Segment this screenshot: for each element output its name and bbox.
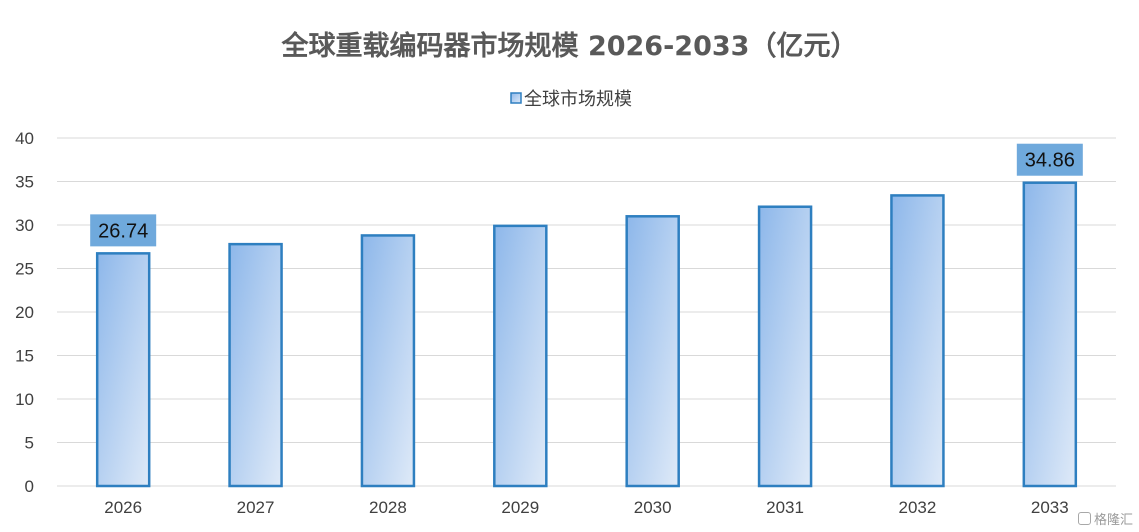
legend-swatch bbox=[510, 92, 522, 104]
watermark-text: 格隆汇 bbox=[1093, 513, 1133, 528]
data-label-box bbox=[90, 214, 157, 247]
x-tick-label: 2028 bbox=[369, 498, 407, 517]
y-tick-label: 20 bbox=[15, 303, 34, 322]
x-tick-label: 2029 bbox=[501, 498, 539, 517]
x-tick-label: 2031 bbox=[766, 498, 804, 517]
y-tick-label: 30 bbox=[15, 216, 34, 235]
y-tick-label: 0 bbox=[25, 477, 34, 496]
legend-label: 全球市场规模 bbox=[524, 89, 632, 110]
data-label-box bbox=[1016, 143, 1083, 176]
x-tick-label: 2026 bbox=[104, 498, 142, 517]
watermark: 格隆汇 bbox=[1077, 509, 1133, 528]
chart-title: 全球重载编码器市场规模 2026-2033（亿元） bbox=[281, 31, 858, 62]
bar-2029 bbox=[493, 224, 548, 488]
x-tick-label: 2032 bbox=[899, 498, 937, 517]
bar-2033 bbox=[1022, 181, 1078, 488]
x-tick-label: 2027 bbox=[237, 498, 275, 517]
y-tick-label: 25 bbox=[15, 260, 34, 279]
x-tick-label: 2030 bbox=[634, 498, 672, 517]
bar-2032 bbox=[890, 194, 945, 488]
watermark-logo-icon bbox=[1077, 512, 1091, 525]
bar-2028 bbox=[360, 234, 416, 488]
y-tick-label: 40 bbox=[15, 129, 34, 148]
y-tick-label: 35 bbox=[15, 173, 34, 192]
y-tick-label: 15 bbox=[15, 347, 34, 366]
bar-2027 bbox=[228, 242, 283, 488]
bar-2026 bbox=[95, 252, 151, 488]
data-label: 34.86 bbox=[1025, 150, 1075, 172]
x-tick-label: 2033 bbox=[1031, 498, 1069, 517]
bar-2031 bbox=[757, 205, 813, 488]
bar-2030 bbox=[625, 215, 680, 488]
data-label: 26.74 bbox=[98, 220, 148, 242]
y-tick-label: 10 bbox=[15, 390, 34, 409]
y-tick-label: 5 bbox=[25, 434, 34, 453]
